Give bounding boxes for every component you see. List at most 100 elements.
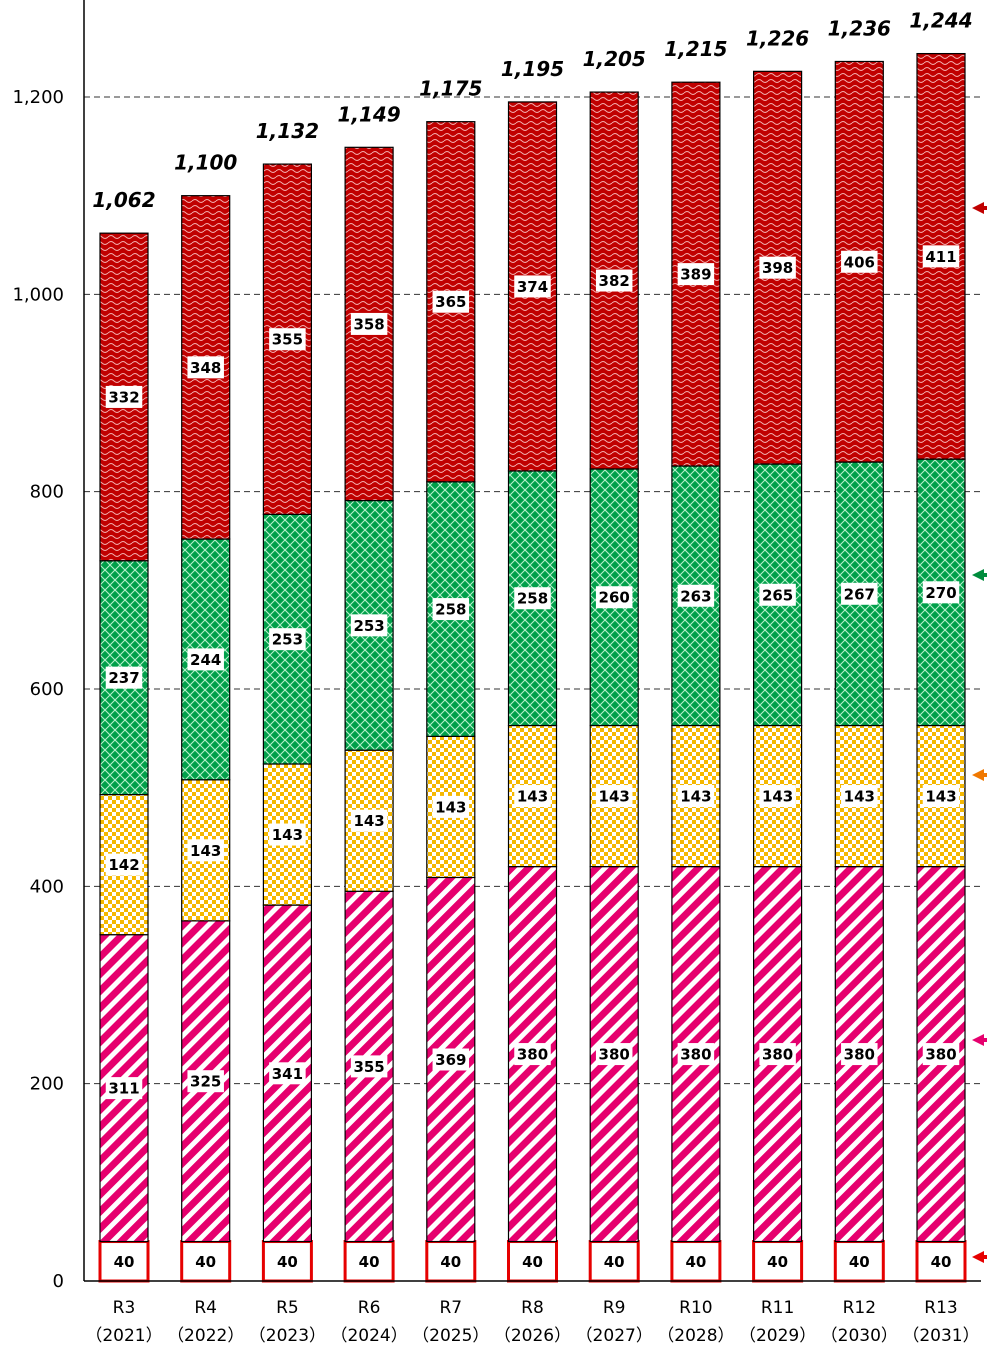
data-label-bg bbox=[105, 666, 143, 689]
total-label: 1,244 bbox=[909, 9, 972, 33]
data-label: 406 bbox=[844, 253, 875, 271]
data-label-bg bbox=[677, 263, 715, 286]
data-label: 253 bbox=[353, 617, 384, 635]
data-label: 325 bbox=[190, 1073, 221, 1091]
legend-arrow-icon bbox=[972, 1251, 987, 1263]
data-label-bg bbox=[677, 584, 715, 607]
legend-arrow-icon bbox=[972, 569, 987, 581]
data-label: 143 bbox=[353, 812, 384, 830]
data-label: 382 bbox=[599, 272, 630, 290]
data-label: 143 bbox=[517, 788, 548, 806]
data-label-bg bbox=[595, 785, 633, 808]
total-label: 1,132 bbox=[256, 119, 319, 143]
total-label: 1,215 bbox=[664, 37, 727, 61]
x-tick-label: R13 bbox=[924, 1298, 957, 1318]
y-tick-label: 0 bbox=[53, 1271, 64, 1292]
data-label: 332 bbox=[108, 388, 139, 406]
data-label: 40 bbox=[359, 1253, 380, 1271]
data-label: 260 bbox=[599, 589, 630, 607]
x-tick-label: R3 bbox=[113, 1298, 136, 1318]
data-label: 40 bbox=[440, 1253, 461, 1271]
data-label-bg bbox=[922, 245, 960, 268]
data-label-bg bbox=[927, 1250, 955, 1273]
data-label: 411 bbox=[925, 248, 956, 266]
data-label: 267 bbox=[844, 585, 875, 603]
data-label: 143 bbox=[844, 788, 875, 806]
data-label-bg bbox=[519, 1250, 546, 1273]
data-label: 311 bbox=[108, 1080, 139, 1098]
x-tick-year-label: （2031） bbox=[902, 1326, 979, 1346]
data-label: 380 bbox=[680, 1046, 711, 1064]
total-label: 1,149 bbox=[337, 102, 400, 126]
data-label: 265 bbox=[762, 586, 793, 604]
data-label-bg bbox=[110, 1250, 138, 1273]
data-label-bg bbox=[350, 312, 388, 335]
data-label-bg bbox=[759, 1043, 796, 1066]
y-tick-label: 200 bbox=[30, 1074, 64, 1095]
data-label: 143 bbox=[680, 788, 711, 806]
data-label: 40 bbox=[114, 1253, 135, 1271]
x-tick-label: R11 bbox=[761, 1298, 794, 1318]
legend-arrow-icon bbox=[972, 769, 987, 781]
data-label: 263 bbox=[680, 587, 711, 605]
data-label: 348 bbox=[190, 359, 221, 377]
data-label: 237 bbox=[108, 669, 139, 687]
data-label: 253 bbox=[272, 631, 303, 649]
data-label-bg bbox=[759, 785, 796, 808]
data-label: 143 bbox=[599, 788, 630, 806]
data-label: 270 bbox=[925, 584, 956, 602]
data-label-bg bbox=[841, 785, 878, 808]
data-label-bg bbox=[677, 785, 715, 808]
data-label: 358 bbox=[353, 315, 384, 333]
data-label-bg bbox=[764, 1250, 792, 1273]
data-label: 143 bbox=[762, 788, 793, 806]
total-label: 1,195 bbox=[501, 57, 564, 81]
data-label-bg bbox=[922, 785, 960, 808]
x-tick-label: R7 bbox=[439, 1298, 462, 1318]
data-label-bg bbox=[759, 256, 796, 279]
data-label-bg bbox=[187, 839, 224, 862]
data-label: 40 bbox=[277, 1253, 298, 1271]
y-tick-label: 600 bbox=[30, 679, 64, 700]
data-label: 380 bbox=[762, 1046, 793, 1064]
x-tick-year-label: （2023） bbox=[249, 1326, 326, 1346]
data-label-bg bbox=[269, 823, 306, 846]
data-label: 40 bbox=[195, 1253, 216, 1271]
x-tick-year-label: （2028） bbox=[657, 1326, 734, 1346]
data-label-bg bbox=[437, 1250, 465, 1273]
data-label: 40 bbox=[522, 1253, 543, 1271]
data-label: 40 bbox=[604, 1253, 625, 1271]
data-label-bg bbox=[269, 628, 306, 651]
data-label-bg bbox=[269, 328, 306, 351]
y-tick-label: 1,000 bbox=[12, 284, 64, 305]
data-label-bg bbox=[595, 269, 633, 292]
data-label: 143 bbox=[925, 788, 956, 806]
data-label: 341 bbox=[272, 1065, 303, 1083]
data-label: 389 bbox=[680, 266, 711, 284]
total-label: 1,175 bbox=[419, 77, 482, 101]
x-tick-label: R12 bbox=[843, 1298, 876, 1318]
y-tick-label: 800 bbox=[30, 482, 64, 503]
total-label: 1,205 bbox=[583, 47, 646, 71]
data-label: 244 bbox=[190, 651, 221, 669]
data-label-bg bbox=[841, 250, 878, 273]
data-label-bg bbox=[432, 598, 470, 621]
x-tick-year-label: （2025） bbox=[412, 1326, 489, 1346]
x-tick-year-label: （2026） bbox=[494, 1326, 571, 1346]
data-label-bg bbox=[105, 385, 143, 408]
data-label-bg bbox=[105, 853, 143, 876]
y-tick-label: 1,200 bbox=[12, 87, 64, 108]
x-tick-label: R9 bbox=[603, 1298, 626, 1318]
data-label: 40 bbox=[685, 1253, 706, 1271]
data-label-bg bbox=[350, 614, 388, 637]
data-label: 374 bbox=[517, 278, 548, 296]
data-label: 143 bbox=[190, 842, 221, 860]
data-label-bg bbox=[269, 1062, 306, 1085]
data-label: 258 bbox=[517, 590, 548, 608]
total-label: 1,100 bbox=[174, 151, 237, 175]
data-label-bg bbox=[595, 586, 633, 609]
data-label-bg bbox=[432, 290, 470, 313]
y-tick-label: 400 bbox=[30, 876, 64, 897]
